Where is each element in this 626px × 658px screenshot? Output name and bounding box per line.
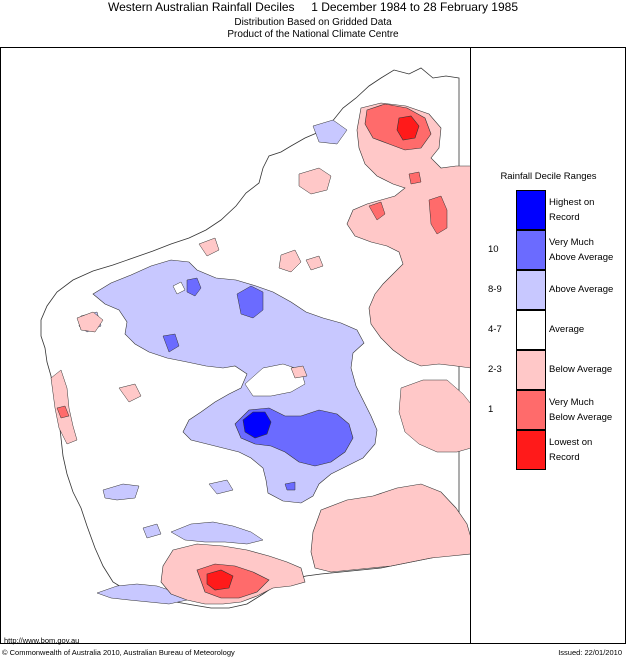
legend-label: Very Much Above Average xyxy=(549,237,614,263)
legend-swatch xyxy=(516,230,546,270)
legend-panel: Rainfall Decile Ranges Highest on Record V… xyxy=(471,47,626,644)
legend-decile-range: 1 xyxy=(488,404,494,415)
map-title: Western Australian Rainfall Deciles 1 De… xyxy=(108,0,518,14)
legend-swatch xyxy=(516,350,546,390)
copyright-notice: © Commonwealth of Australia 2010, Austra… xyxy=(2,648,235,657)
below-average-region-coast-2 xyxy=(198,237,220,257)
legend-decile-range: 4-7 xyxy=(488,324,502,335)
map-subtitle: Distribution Based on Gridded Data xyxy=(234,17,392,28)
map-product-note: Product of the National Climate Centre xyxy=(227,29,399,40)
legend-label: Lowest on Record xyxy=(549,437,593,463)
very-much-above-average-region-small xyxy=(284,481,296,491)
very-much-above-average-region-mid xyxy=(162,333,180,353)
legend-swatch xyxy=(516,430,546,470)
legend-swatch xyxy=(516,390,546,430)
legend-label: Highest on Record xyxy=(549,197,595,223)
legend-swatch xyxy=(516,310,546,350)
issued-date: Issued: 22/01/2010 xyxy=(558,648,622,657)
legend-swatch xyxy=(516,190,546,230)
very-much-below-average-region-coast xyxy=(56,405,70,419)
legend-label: Below Average xyxy=(549,364,613,375)
below-average-region-coast-1 xyxy=(278,249,302,273)
average-hole-1 xyxy=(244,363,306,397)
legend-decile-range: 10 xyxy=(488,244,499,255)
very-much-above-average-region-north xyxy=(236,285,264,319)
lowest-on-record-region-south xyxy=(206,569,234,591)
very-much-below-average-region-east2 xyxy=(408,171,422,185)
very-much-below-average-region-east xyxy=(428,195,448,235)
below-average-region-southeast xyxy=(310,483,470,573)
map-panel xyxy=(0,47,471,644)
below-average-region-small-1 xyxy=(118,383,142,403)
below-average-region-pilbara xyxy=(298,167,332,195)
above-average-region-kimberley xyxy=(312,119,348,145)
highest-on-record-region xyxy=(242,411,272,439)
legend-label: Above Average xyxy=(549,284,614,295)
below-average-region-east xyxy=(398,379,470,453)
very-much-below-average-region-mid xyxy=(368,201,386,221)
above-average-region-sw xyxy=(170,521,264,545)
very-much-above-average-region-west xyxy=(186,277,202,297)
above-average-region-west xyxy=(102,483,140,501)
below-average-region-west xyxy=(76,311,104,333)
above-average-region-small xyxy=(142,523,162,539)
below-average-region-small-3 xyxy=(305,255,324,271)
lowest-on-record-region-kimberley xyxy=(396,115,420,141)
average-hole-2 xyxy=(172,281,186,295)
rainfall-decile-map xyxy=(40,67,470,609)
source-url: http://www.bom.gov.au xyxy=(4,636,80,645)
below-average-region-small-2 xyxy=(290,365,308,379)
legend-decile-range: 2-3 xyxy=(488,364,502,375)
above-average-region-small2 xyxy=(208,479,234,495)
legend-title: Rainfall Decile Ranges xyxy=(500,171,597,182)
legend-swatch xyxy=(516,270,546,310)
legend-decile-range: 8-9 xyxy=(488,284,502,295)
legend-label: Average xyxy=(549,324,585,335)
legend-label: Very Much Below Average xyxy=(549,397,613,423)
below-average-region-kimberley xyxy=(346,102,470,369)
